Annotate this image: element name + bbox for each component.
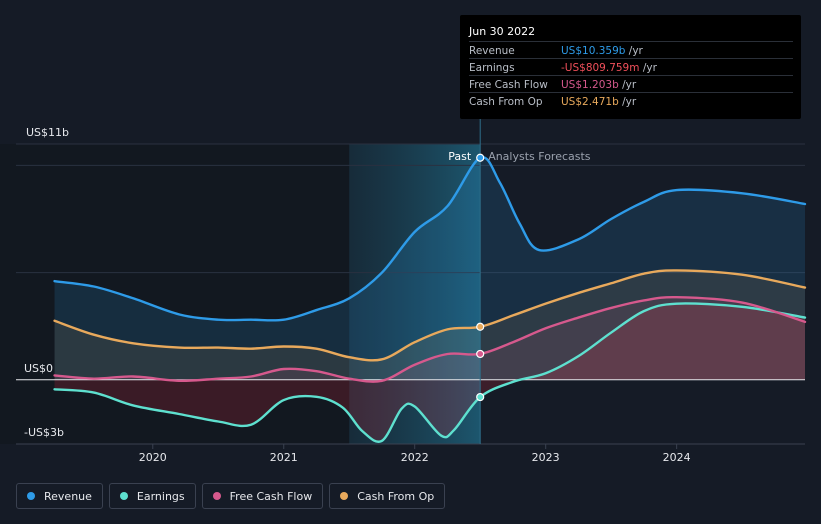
data-point-free-cash-flow xyxy=(476,349,485,359)
legend-label: Earnings xyxy=(136,489,185,503)
legend-dot-icon xyxy=(340,492,349,500)
tooltip-value: US$10.359b /yr xyxy=(561,45,643,57)
series-area-free-cash-flow xyxy=(54,297,805,382)
legend-item-earnings[interactable]: Earnings xyxy=(108,483,196,509)
legend-item-cash-from-op[interactable]: Cash From Op xyxy=(329,483,446,509)
tooltip-row-cash-from-op: Cash From Op US$2.471b /yr xyxy=(469,92,793,110)
data-tooltip: Jun 30 2022 Revenue US$10.359b /yr Earni… xyxy=(460,15,801,119)
legend-item-free-cash-flow[interactable]: Free Cash Flow xyxy=(201,483,324,509)
legend-dot-icon xyxy=(212,492,221,500)
tooltip-value: -US$809.759m /yr xyxy=(561,62,657,74)
data-point-earnings xyxy=(476,392,485,402)
tooltip-row-revenue: Revenue US$10.359b /yr xyxy=(469,41,793,59)
tooltip-value: US$1.203b /yr xyxy=(561,79,637,91)
series-line-cash-from-op xyxy=(53,269,807,362)
tooltip-value: US$2.471b /yr xyxy=(561,96,637,108)
series-area-cash-from-op xyxy=(54,270,805,380)
legend-dot-icon xyxy=(27,492,35,500)
x-tick-label: 2021 xyxy=(270,451,298,464)
series-area-earnings xyxy=(54,303,805,442)
tooltip-date: Jun 30 2022 xyxy=(469,25,536,38)
series-line-free-cash-flow xyxy=(53,295,807,383)
forecast-label: Analysts Forecasts xyxy=(488,150,591,163)
series-line-earnings xyxy=(53,302,807,443)
y-axis-bottom-label: -US$3b xyxy=(24,426,64,439)
series-line-revenue xyxy=(53,156,807,322)
tooltip-row-earnings: Earnings -US$809.759m /yr xyxy=(469,58,793,76)
tooltip-row-free-cash-flow: Free Cash Flow US$1.203b /yr xyxy=(469,75,793,93)
y-axis-top-label: US$11b xyxy=(26,126,70,139)
legend-label: Free Cash Flow xyxy=(229,489,313,503)
tooltip-label: Earnings xyxy=(469,62,515,74)
past-background xyxy=(0,144,350,444)
x-tick-label: 2022 xyxy=(401,451,429,464)
x-tick-label: 2020 xyxy=(139,451,167,464)
data-point-revenue xyxy=(476,153,485,162)
x-tick-label: 2023 xyxy=(532,451,560,464)
legend-label: Cash From Op xyxy=(357,489,435,503)
tooltip-label: Revenue xyxy=(469,45,515,57)
legend-dot-icon xyxy=(119,492,128,500)
past-highlight-region xyxy=(349,144,481,444)
series-area-revenue xyxy=(54,157,805,380)
past-label: Past xyxy=(448,150,472,163)
chart-legend: Revenue Earnings Free Cash Flow Cash Fro… xyxy=(16,483,446,511)
data-point-cash-from-op xyxy=(476,322,485,331)
tooltip-label: Free Cash Flow xyxy=(469,79,548,91)
legend-item-revenue[interactable]: Revenue xyxy=(16,483,103,509)
tooltip-label: Cash From Op xyxy=(469,96,543,108)
legend-label: Revenue xyxy=(44,489,92,503)
y-axis-zero-label: US$0 xyxy=(24,362,54,375)
x-tick-label: 2024 xyxy=(663,451,691,464)
